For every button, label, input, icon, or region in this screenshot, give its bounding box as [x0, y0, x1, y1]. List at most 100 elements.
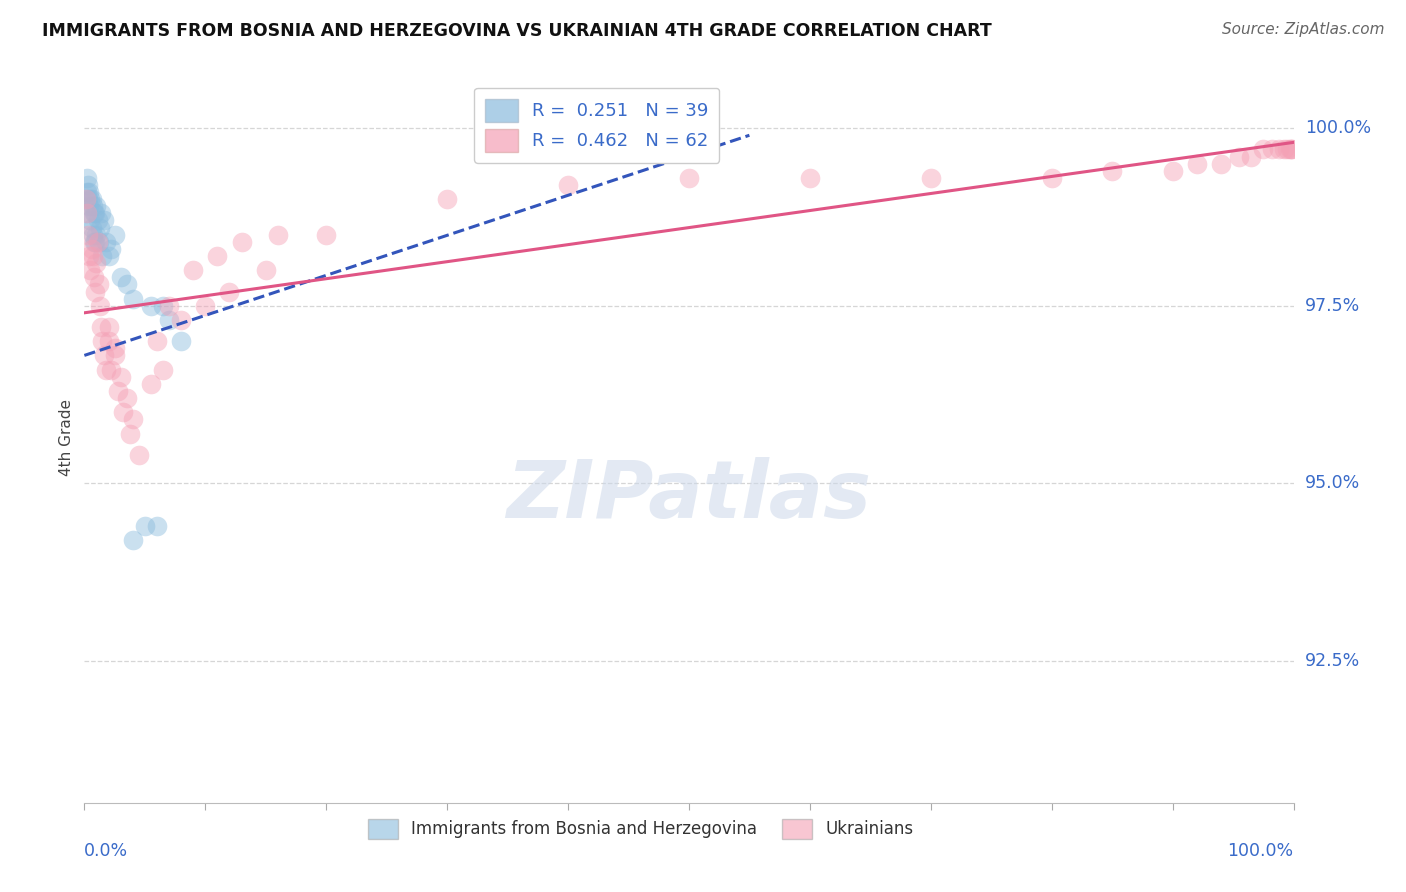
Point	[82, 249, 104, 263]
Point	[93, 213, 115, 227]
Point	[678, 170, 700, 185]
Point	[82, 227, 104, 242]
Point	[112, 405, 135, 419]
Point	[97, 249, 120, 263]
Point	[1253, 143, 1275, 157]
Point	[152, 362, 174, 376]
Point	[84, 285, 107, 299]
Point	[146, 519, 169, 533]
Text: 0.0%: 0.0%	[84, 842, 128, 860]
Legend: Immigrants from Bosnia and Herzegovina, Ukrainians: Immigrants from Bosnia and Herzegovina, …	[361, 812, 920, 846]
Point	[82, 199, 104, 213]
Point	[97, 320, 120, 334]
Point	[121, 292, 143, 306]
Point	[315, 227, 337, 242]
Point	[89, 220, 111, 235]
Point	[79, 192, 101, 206]
Point	[1277, 143, 1299, 157]
Point	[90, 206, 112, 220]
Point	[1209, 156, 1232, 170]
Point	[79, 213, 101, 227]
Point	[1101, 163, 1123, 178]
Point	[77, 192, 100, 206]
Point	[115, 277, 138, 292]
Point	[920, 170, 942, 185]
Point	[170, 313, 193, 327]
Point	[91, 334, 114, 349]
Point	[80, 220, 103, 235]
Text: 100.0%: 100.0%	[1305, 120, 1371, 137]
Text: 100.0%: 100.0%	[1227, 842, 1294, 860]
Point	[75, 192, 97, 206]
Point	[1279, 143, 1302, 157]
Point	[76, 170, 98, 185]
Point	[91, 249, 114, 263]
Point	[86, 213, 108, 227]
Point	[120, 426, 142, 441]
Point	[121, 533, 143, 547]
Point	[152, 299, 174, 313]
Point	[104, 341, 127, 355]
Point	[87, 235, 110, 249]
Point	[1040, 170, 1063, 185]
Point	[110, 369, 132, 384]
Point	[83, 235, 105, 249]
Point	[79, 263, 101, 277]
Text: 97.5%: 97.5%	[1305, 297, 1360, 315]
Point	[94, 235, 117, 249]
Point	[1272, 143, 1295, 157]
Point	[86, 199, 108, 213]
Point	[146, 334, 169, 349]
Point	[134, 519, 156, 533]
Point	[94, 362, 117, 376]
Point	[181, 263, 204, 277]
Point	[1227, 150, 1250, 164]
Point	[557, 178, 579, 192]
Point	[231, 235, 253, 249]
Y-axis label: 4th Grade: 4th Grade	[59, 399, 75, 475]
Point	[1261, 143, 1284, 157]
Point	[170, 334, 193, 349]
Point	[77, 227, 100, 242]
Point	[100, 242, 122, 256]
Point	[90, 320, 112, 334]
Point	[76, 185, 98, 199]
Point	[77, 185, 100, 199]
Point	[1161, 163, 1184, 178]
Point	[100, 362, 122, 376]
Point	[86, 235, 108, 249]
Point	[80, 242, 103, 256]
Point	[115, 391, 138, 405]
Point	[84, 206, 107, 220]
Point	[86, 227, 108, 242]
Text: Source: ZipAtlas.com: Source: ZipAtlas.com	[1222, 22, 1385, 37]
Point	[1268, 143, 1291, 157]
Point	[139, 299, 162, 313]
Point	[1240, 150, 1263, 164]
Point	[218, 285, 240, 299]
Text: 92.5%: 92.5%	[1305, 652, 1360, 670]
Point	[77, 178, 100, 192]
Point	[75, 206, 97, 220]
Text: 95.0%: 95.0%	[1305, 475, 1360, 492]
Point	[121, 412, 143, 426]
Point	[157, 299, 180, 313]
Point	[128, 448, 150, 462]
Point	[799, 170, 821, 185]
Point	[207, 249, 229, 263]
Point	[436, 192, 458, 206]
Text: IMMIGRANTS FROM BOSNIA AND HERZEGOVINA VS UKRAINIAN 4TH GRADE CORRELATION CHART: IMMIGRANTS FROM BOSNIA AND HERZEGOVINA V…	[42, 22, 991, 40]
Point	[194, 299, 217, 313]
Point	[97, 334, 120, 349]
Point	[1281, 143, 1303, 157]
Point	[107, 384, 129, 398]
Point	[139, 376, 162, 391]
Point	[77, 249, 100, 263]
Point	[80, 192, 103, 206]
Point	[254, 263, 277, 277]
Point	[83, 270, 105, 285]
Point	[87, 277, 110, 292]
Text: ZIPatlas: ZIPatlas	[506, 457, 872, 534]
Point	[104, 348, 127, 362]
Point	[1185, 156, 1208, 170]
